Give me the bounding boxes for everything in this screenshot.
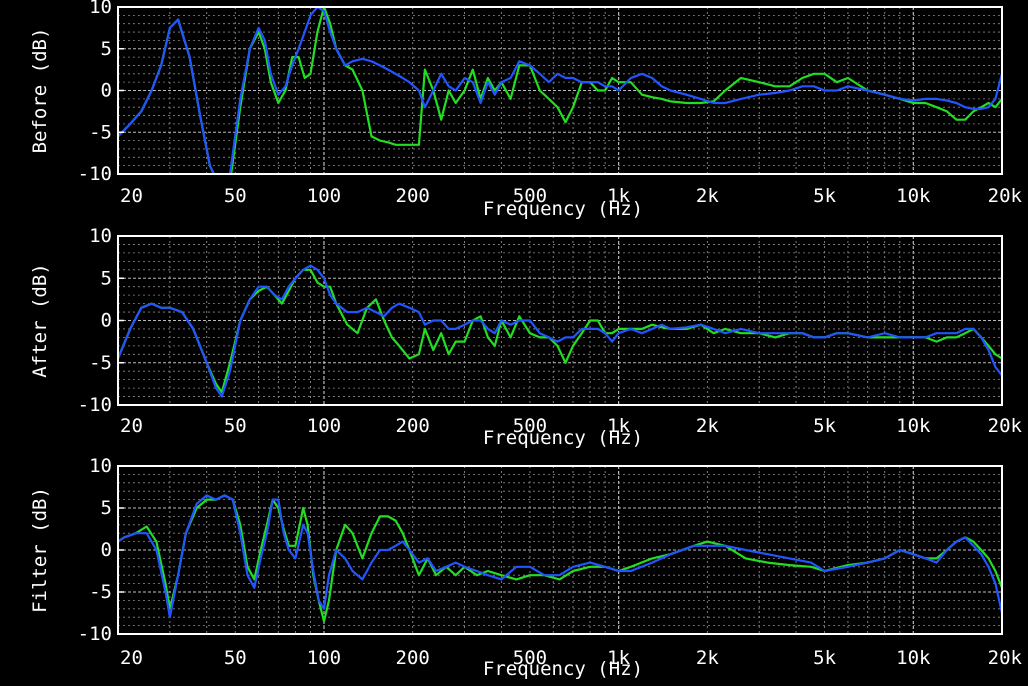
x-tick-label: 20k [988,647,1023,669]
y-tick-label: -10 [78,394,112,416]
x-tick-label: 100 [307,185,341,207]
y-tick-label: 0 [101,310,112,332]
x-axis-label: Frequency (Hz) [483,658,643,680]
y-tick-label: 10 [89,455,112,477]
x-tick-label: 500 [513,647,547,669]
x-tick-label: 2k [696,185,719,207]
x-tick-label: 50 [224,415,247,437]
grid-lines [117,236,1003,405]
x-tick-label: 10k [896,185,931,207]
x-axis-label: Frequency (Hz) [483,427,643,449]
x-tick-label: 50 [224,647,247,669]
y-tick-label: 5 [101,267,112,289]
y-tick-label: 5 [101,38,112,60]
x-tick-label: 2k [696,647,719,669]
blue-series-line [118,494,1002,619]
y-axis-label: Filter (dB) [29,487,51,613]
x-tick-label: 200 [396,647,430,669]
y-tick-label: 10 [89,225,112,247]
x-tick-label: 100 [307,647,341,669]
x-tick-label: 20k [988,415,1023,437]
y-tick-label: 5 [101,497,112,519]
x-tick-label: 20 [120,185,143,207]
x-tick-label: 10k [896,647,931,669]
x-tick-label: 2k [696,415,719,437]
x-tick-label: 200 [396,185,430,207]
grid-lines [117,7,1003,174]
x-tick-label: 5k [813,415,836,437]
x-tick-label: 1k [607,647,630,669]
x-tick-label: 20 [120,647,143,669]
x-tick-label: 500 [513,415,547,437]
y-tick-label: -10 [78,163,112,185]
x-axis-label: Frequency (Hz) [483,198,643,220]
y-tick-label: 0 [101,80,112,102]
x-tick-label: 20k [988,185,1023,207]
y-tick-label: -5 [89,581,112,603]
x-tick-label: 1k [607,185,630,207]
y-tick-label: -5 [89,121,112,143]
blue-series-line [118,7,1002,174]
y-tick-label: -10 [78,623,112,645]
x-tick-label: 5k [813,647,836,669]
x-tick-label: 200 [396,415,430,437]
x-tick-label: 10k [896,415,931,437]
y-axis-label: After (dB) [29,263,51,377]
x-tick-label: 5k [813,185,836,207]
y-tick-label: 10 [89,0,112,18]
y-tick-label: -5 [89,352,112,374]
x-tick-label: 100 [307,415,341,437]
x-tick-label: 500 [513,185,547,207]
x-tick-label: 50 [224,185,247,207]
x-tick-label: 20 [120,415,143,437]
y-tick-label: 0 [101,539,112,561]
blue-series-line [118,264,1002,398]
x-tick-label: 1k [607,415,630,437]
y-axis-label: Before (dB) [29,28,51,154]
